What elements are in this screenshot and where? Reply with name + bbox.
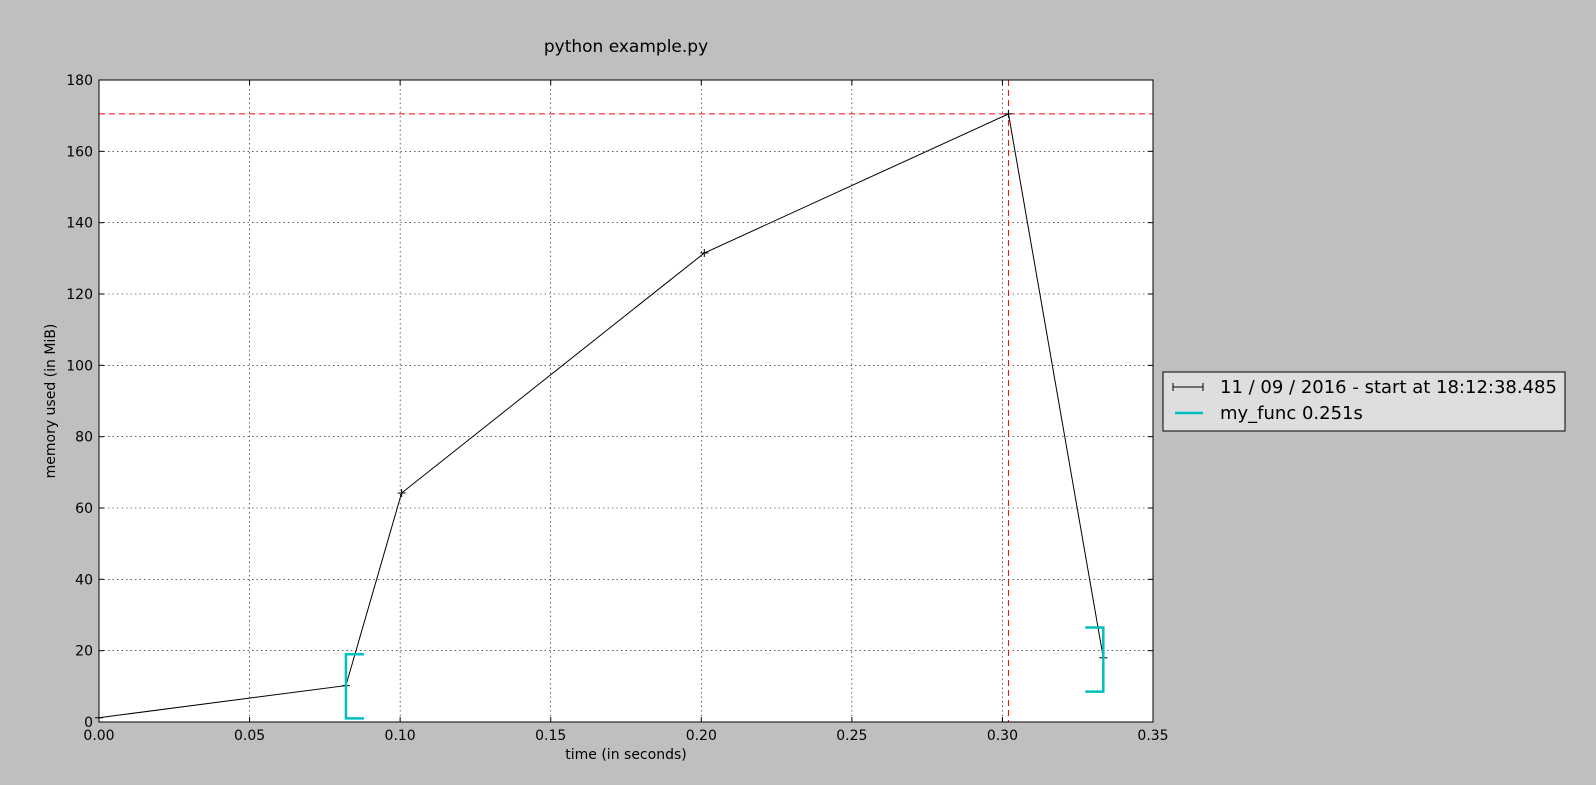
y-tick-label: 120 bbox=[66, 287, 93, 303]
memory-data-point bbox=[1004, 109, 1013, 118]
y-axis-label: memory used (in MiB) bbox=[43, 324, 59, 479]
y-tick-label: 160 bbox=[66, 144, 93, 160]
x-tick-label: 0.35 bbox=[1137, 728, 1168, 744]
memory-series-line bbox=[98, 113, 1104, 719]
plot-area bbox=[99, 80, 1153, 722]
x-tick-label: 0.25 bbox=[836, 728, 867, 744]
legend-box bbox=[1162, 371, 1566, 432]
plot-frame bbox=[98, 79, 1154, 723]
y-tick-label: 180 bbox=[66, 73, 93, 89]
x-tick-label: 0.20 bbox=[686, 728, 717, 744]
legend-label-series: 11 / 09 / 2016 - start at 18:12:38.485 bbox=[1220, 377, 1557, 398]
x-tick-label: 0.15 bbox=[535, 728, 566, 744]
legend: 11 / 09 / 2016 - start at 18:12:38.485 m… bbox=[1162, 371, 1566, 432]
y-tick-label: 40 bbox=[75, 572, 93, 588]
y-tick-labels: 0 20 40 60 80 100 120 140 160 180 bbox=[66, 73, 93, 731]
y-tick-label: 20 bbox=[75, 644, 93, 660]
y-tick-label: 140 bbox=[66, 216, 93, 232]
x-tick-label: 0.10 bbox=[385, 728, 416, 744]
y-tick-label: 0 bbox=[84, 715, 93, 731]
function-end-bracket bbox=[1085, 626, 1105, 693]
memory-data-point bbox=[397, 489, 406, 498]
y-tick-label: 100 bbox=[66, 358, 93, 374]
memory-data-point bbox=[700, 248, 709, 257]
x-tick-label: 0.00 bbox=[83, 728, 114, 744]
y-tick-label: 80 bbox=[75, 430, 93, 446]
max-lines bbox=[99, 80, 1153, 722]
axis-ticks bbox=[98, 79, 1154, 723]
function-markers bbox=[344, 626, 1105, 720]
x-tick-label: 0.05 bbox=[234, 728, 265, 744]
x-tick-labels: 0.00 0.05 0.10 0.15 0.20 0.25 0.30 0.35 bbox=[83, 728, 1168, 744]
x-axis-label: time (in seconds) bbox=[565, 747, 686, 763]
legend-marker-series bbox=[1172, 383, 1204, 391]
x-tick-label: 0.30 bbox=[987, 728, 1018, 744]
grid bbox=[99, 80, 1153, 722]
legend-label-function: my_func 0.251s bbox=[1220, 403, 1363, 424]
function-start-bracket bbox=[344, 652, 364, 720]
chart-title: python example.py bbox=[544, 37, 708, 57]
y-tick-label: 60 bbox=[75, 501, 93, 517]
